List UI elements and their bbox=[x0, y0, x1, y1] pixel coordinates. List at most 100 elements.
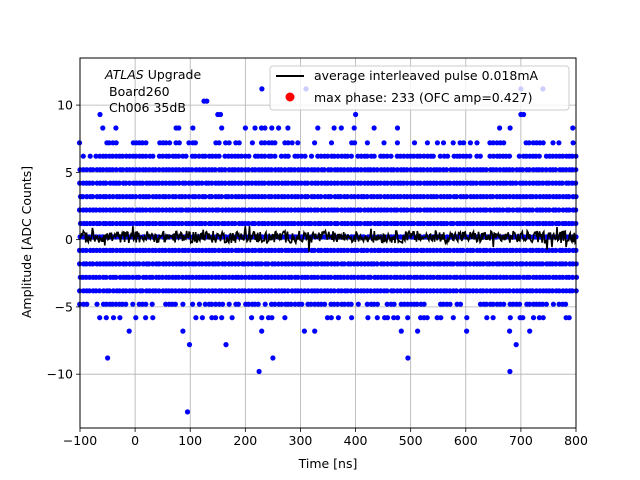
sample-point bbox=[365, 315, 371, 321]
sample-point bbox=[219, 194, 225, 200]
sample-point bbox=[189, 220, 195, 227]
sample-point bbox=[152, 167, 159, 173]
sample-point bbox=[335, 180, 341, 186]
sample-point bbox=[490, 180, 496, 186]
sample-point bbox=[285, 288, 291, 294]
sample-point bbox=[384, 261, 391, 267]
sample-point bbox=[523, 261, 530, 267]
sample-point bbox=[397, 194, 403, 200]
sample-point bbox=[232, 288, 238, 294]
sample-point bbox=[285, 125, 291, 131]
sample-point bbox=[421, 261, 427, 267]
sample-point bbox=[100, 167, 106, 173]
sample-point bbox=[156, 180, 162, 186]
sample-point bbox=[93, 207, 99, 213]
sample-point bbox=[529, 207, 536, 213]
sample-point bbox=[490, 220, 496, 227]
sample-point bbox=[434, 247, 440, 253]
sample-point bbox=[427, 261, 433, 267]
sample-point bbox=[497, 167, 503, 173]
sample-point bbox=[315, 125, 321, 131]
sample-point bbox=[536, 153, 542, 159]
y-tick-label: −5 bbox=[55, 299, 73, 314]
sample-point bbox=[503, 180, 509, 186]
sample-point bbox=[447, 194, 453, 200]
x-tick-label: 600 bbox=[454, 433, 478, 448]
sample-point bbox=[364, 301, 370, 307]
sample-point bbox=[269, 125, 275, 131]
sample-point bbox=[223, 140, 229, 146]
sample-point bbox=[190, 301, 196, 307]
sample-point bbox=[321, 167, 327, 173]
sample-point bbox=[364, 153, 370, 159]
sample-point bbox=[553, 247, 559, 253]
sample-point bbox=[245, 220, 252, 227]
average-pulse bbox=[79, 226, 577, 252]
sample-point bbox=[302, 153, 308, 159]
sample-point bbox=[457, 301, 464, 307]
sample-point bbox=[421, 194, 427, 200]
sample-point bbox=[318, 288, 324, 294]
sample-point bbox=[467, 207, 473, 213]
sample-point bbox=[520, 288, 526, 294]
sample-point bbox=[213, 301, 219, 307]
sample-point bbox=[156, 288, 162, 294]
sample-point bbox=[279, 247, 285, 253]
sample-point bbox=[110, 194, 116, 200]
outlier-point bbox=[353, 111, 359, 118]
plot-frame bbox=[79, 57, 577, 429]
sample-point bbox=[123, 288, 129, 294]
sample-point bbox=[550, 140, 556, 146]
sample-point bbox=[345, 220, 351, 227]
sample-point bbox=[265, 220, 271, 227]
x-tick-label: 100 bbox=[178, 433, 202, 448]
sample-point bbox=[517, 207, 523, 213]
sample-point bbox=[83, 261, 89, 267]
sample-point bbox=[523, 247, 529, 253]
sample-point bbox=[113, 125, 119, 131]
sample-point bbox=[206, 288, 212, 294]
sample-point bbox=[341, 274, 347, 280]
sample-point bbox=[470, 220, 476, 227]
sample-point bbox=[103, 220, 109, 227]
sample-point bbox=[163, 140, 169, 146]
sample-point bbox=[84, 167, 90, 173]
sample-point bbox=[213, 288, 219, 294]
sample-point bbox=[421, 153, 427, 159]
sample-point bbox=[411, 140, 418, 146]
sample-point bbox=[136, 261, 142, 267]
sample-point bbox=[364, 140, 370, 146]
sample-point bbox=[255, 301, 261, 307]
sample-point bbox=[312, 140, 318, 146]
sample-point bbox=[553, 261, 559, 267]
sample-point bbox=[308, 301, 314, 307]
sample-point bbox=[404, 207, 410, 213]
sample-point bbox=[507, 125, 513, 131]
sample-point bbox=[450, 261, 456, 267]
sample-point bbox=[428, 167, 434, 173]
sample-point bbox=[461, 167, 467, 173]
sample-point bbox=[143, 274, 149, 280]
sample-point bbox=[377, 220, 383, 227]
sample-point bbox=[186, 140, 192, 146]
sample-point bbox=[539, 167, 546, 173]
sample-point bbox=[391, 301, 397, 307]
sample-point bbox=[199, 315, 205, 321]
sample-point bbox=[202, 288, 208, 294]
sample-point bbox=[180, 301, 186, 307]
sample-point bbox=[437, 261, 443, 267]
sample-point bbox=[239, 274, 245, 280]
sample-point bbox=[348, 301, 354, 307]
sample-point bbox=[126, 274, 132, 280]
sample-point bbox=[246, 247, 252, 253]
sample-point bbox=[146, 247, 152, 253]
sample-point bbox=[566, 207, 572, 213]
sample-point bbox=[186, 247, 192, 253]
sample-point bbox=[110, 167, 116, 173]
sample-point bbox=[262, 194, 268, 200]
legend: average interleaved pulse 0.018mA max ph… bbox=[269, 65, 570, 111]
sample-point bbox=[404, 261, 410, 267]
sample-point bbox=[543, 167, 549, 173]
sample-point bbox=[87, 153, 93, 159]
x-axis-label: Time [ns] bbox=[298, 456, 358, 471]
